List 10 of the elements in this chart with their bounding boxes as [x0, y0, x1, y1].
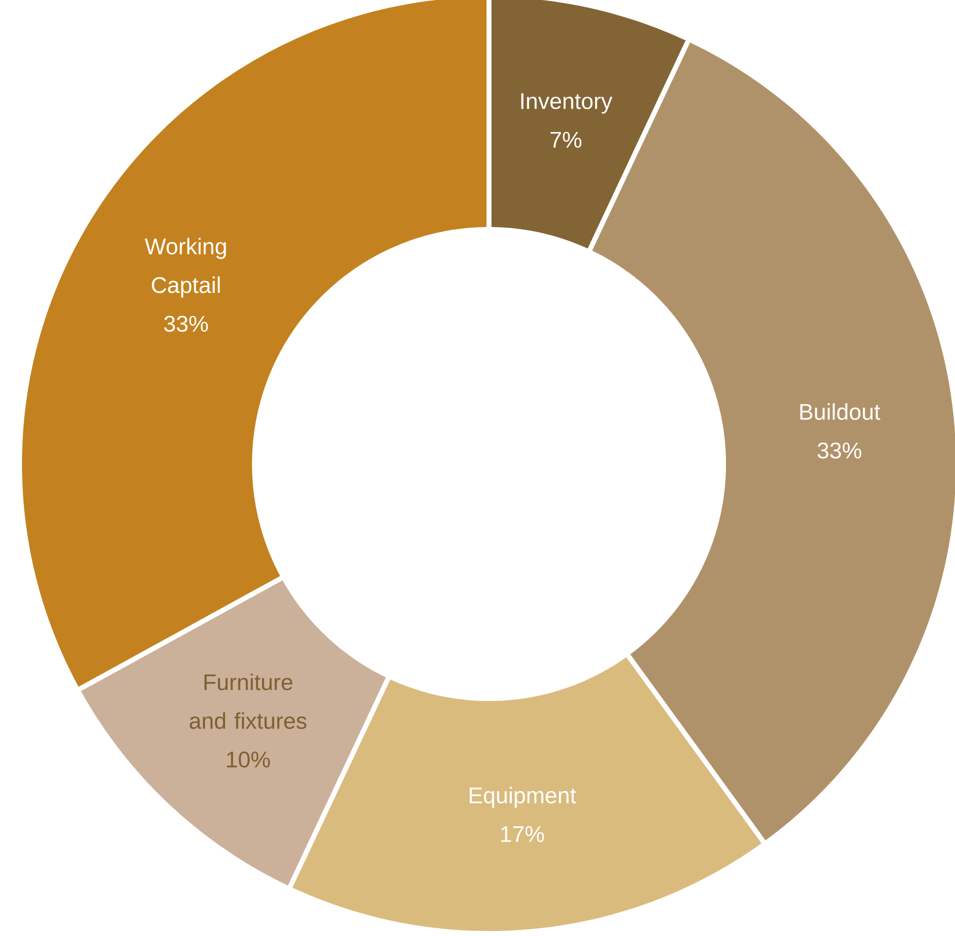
data-label: 33% — [818, 442, 862, 459]
data-label: 10% — [227, 752, 270, 768]
slice-label: Inventory — [521, 93, 612, 114]
slice-label: Buildout — [800, 403, 880, 420]
data-label: 33% — [164, 316, 208, 332]
data-label: 17% — [501, 826, 544, 842]
slice-label: Working Captail — [144, 238, 226, 298]
slice-label: Furniture and fixtures — [190, 674, 306, 729]
slice-label: Equipment — [470, 786, 576, 808]
data-label: 7% — [550, 132, 582, 148]
